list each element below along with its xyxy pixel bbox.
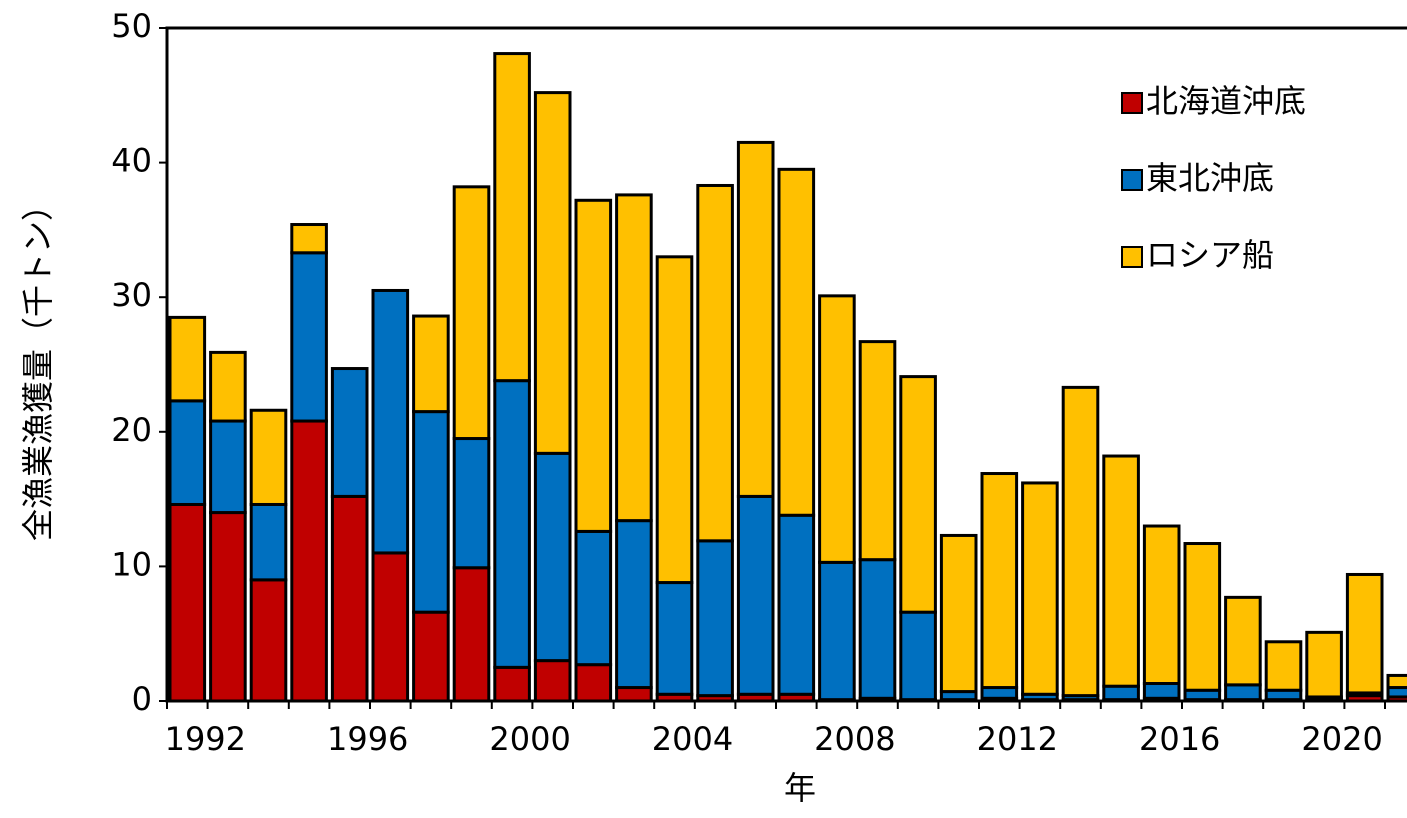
x-tick-label: 2004 (652, 720, 733, 758)
bar-segment (818, 294, 856, 564)
bar-segment (1264, 640, 1303, 692)
bar-segment (980, 472, 1019, 690)
bar-segment (533, 659, 572, 703)
bar-segment (696, 183, 734, 543)
plot-frame (165, 26, 1407, 703)
bar-segment (412, 610, 450, 703)
bar-segment (1183, 542, 1222, 692)
bar-segment (209, 419, 247, 515)
bar-segment (168, 399, 207, 506)
bar-segment (574, 663, 613, 703)
bar-segment (574, 529, 613, 667)
legend-swatch (1121, 246, 1143, 268)
bar-segment (899, 610, 937, 702)
bar-segment (168, 502, 207, 703)
y-axis-label: 全漁業漁獲量（千トン） (19, 189, 57, 541)
bar-segment (371, 288, 410, 555)
legend-label: 東北沖底 (1146, 159, 1274, 197)
x-tick-label: 2020 (1301, 720, 1382, 758)
bar-segment (818, 560, 856, 702)
legend-swatch (1121, 92, 1143, 114)
bar-segment (615, 519, 653, 690)
bar-segment (736, 494, 775, 696)
bar-segment (290, 223, 328, 255)
bar-segment (452, 437, 491, 570)
bar-segment (655, 255, 694, 585)
bar-segment (1305, 630, 1343, 699)
x-tick-label: 2000 (489, 720, 570, 758)
bar-segment (615, 193, 653, 523)
y-tick-label: 50 (111, 7, 152, 45)
bar-segment (493, 379, 531, 669)
legend-swatch (1121, 169, 1143, 191)
bar-segment (1345, 572, 1384, 695)
bar-segment (777, 167, 816, 517)
legend-label: ロシア船 (1146, 236, 1274, 274)
bar-segment (777, 513, 816, 696)
y-tick-label: 0 (132, 680, 152, 718)
bar-segment (249, 408, 288, 506)
bar-segment (939, 533, 978, 694)
bar-segment (168, 315, 207, 403)
bar-segment (493, 665, 531, 703)
x-tick-label: 2008 (814, 720, 895, 758)
x-axis-label: 年 (784, 769, 816, 807)
bar-segment (1102, 684, 1140, 702)
bar-segment (1224, 683, 1262, 702)
bar-segment (330, 494, 369, 703)
bar-segment (899, 375, 937, 614)
bar-segment (452, 566, 491, 703)
bar-segment (1386, 673, 1407, 690)
x-tick-label: 2012 (977, 720, 1058, 758)
bar-segment (655, 581, 694, 696)
bar-segment (209, 350, 247, 423)
bar-segment (412, 410, 450, 614)
bar-segment (290, 419, 328, 703)
bar-segment (858, 558, 897, 700)
legend-label: 北海道沖底 (1146, 82, 1306, 120)
bar-segment (371, 551, 410, 703)
bar-segment (330, 367, 369, 498)
bar-segment (736, 140, 775, 498)
bar-segment (290, 251, 328, 423)
y-tick-label: 30 (111, 276, 152, 314)
bar-segment (452, 185, 491, 441)
y-tick-label: 20 (111, 411, 152, 449)
bar-segment (574, 198, 613, 533)
bar-segment (615, 686, 653, 703)
y-tick-label: 40 (111, 142, 152, 180)
bar-segment (209, 511, 247, 703)
y-tick-label: 10 (111, 545, 152, 583)
bar-segment (249, 578, 288, 703)
x-tick-label: 1996 (327, 720, 408, 758)
bar-segment (980, 686, 1019, 700)
bar-segment (1142, 682, 1181, 700)
bar-segment (1224, 595, 1262, 687)
bar-segment (412, 314, 450, 414)
bar-segment (1142, 524, 1181, 686)
bar-segment (249, 502, 288, 582)
bar-segment (493, 52, 531, 383)
x-tick-label: 1992 (165, 720, 246, 758)
bar-segment (533, 91, 572, 455)
bar-segment (533, 451, 572, 663)
bar-segment (1021, 481, 1059, 696)
bar-segment (1061, 385, 1100, 698)
bar-segment (858, 340, 897, 562)
bar-segment (696, 539, 734, 698)
x-tick-label: 2016 (1139, 720, 1220, 758)
bar-segment (1102, 454, 1140, 688)
